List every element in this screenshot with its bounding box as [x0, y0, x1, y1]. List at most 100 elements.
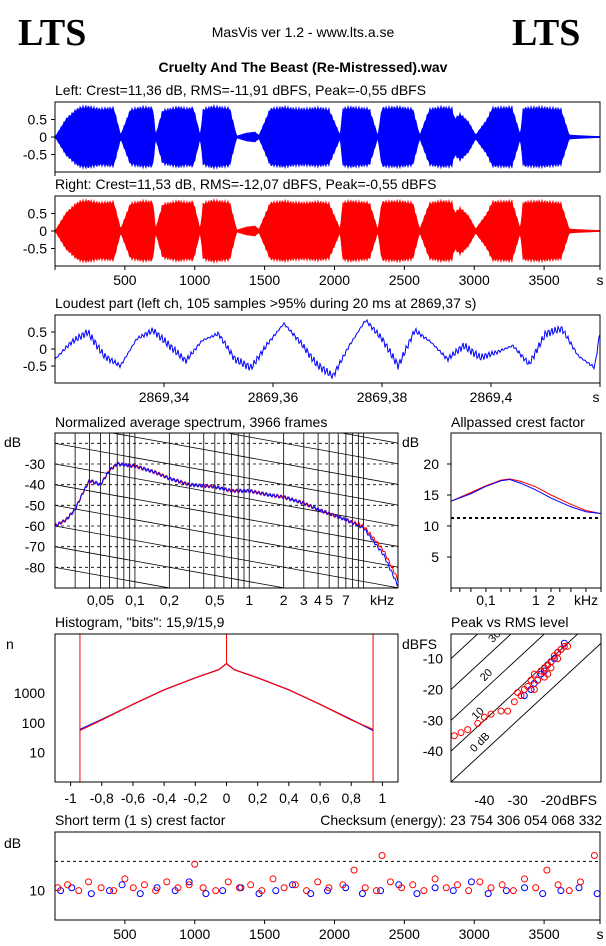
short-term-crest-ytick-label: 10: [29, 883, 45, 899]
peak-rms-title: Peak vs RMS level: [451, 614, 568, 630]
short-term-crest-point: [453, 881, 461, 889]
peak-rms-crest-label: 40: [495, 590, 512, 607]
short-term-crest-panel: Short term (1 s) crest factor Checksum (…: [4, 812, 602, 851]
short-term-crest-point: [118, 881, 126, 889]
short-term-crest-point: [521, 875, 529, 883]
short-term-crest-point: [557, 887, 565, 895]
short-term-crest-point: [106, 887, 113, 895]
short-term-crest-point: [358, 890, 366, 898]
peak-rms-ylabel: dBFS: [402, 636, 437, 652]
histogram-panel: Histogram, "bits": 15,9/15,9 n: [6, 614, 225, 652]
spectrum-xtick-label: 0,1: [125, 592, 145, 608]
peak-rms-point: [564, 642, 572, 650]
loudest-part-xtick-label: 2869,36: [248, 389, 299, 405]
short-term-crest-point: [467, 878, 475, 886]
spectrum-ytick-label: -80: [25, 559, 45, 575]
right-waveform-xtick-label: s: [597, 272, 604, 288]
histogram-ylabel: n: [6, 636, 14, 652]
peak-rms-frame: [450, 633, 602, 783]
loudest-part-ytick-label: -0.5: [23, 358, 47, 374]
spectrum-xtick-label: 3: [300, 592, 308, 608]
spectrum-xtick-label: 2: [280, 592, 288, 608]
short-term-crest-point: [498, 881, 506, 889]
right-waveform-xtick-label: 1500: [249, 272, 280, 288]
histogram-curve: [79, 662, 374, 732]
allpassed-crest-ytick-label: 20: [423, 456, 439, 472]
short-term-crest-point: [140, 881, 148, 889]
right-waveform-panel: Right: Crest=11,53 dB, RMS=-12,07 dBFS, …: [55, 176, 436, 192]
short-term-crest-point: [409, 881, 417, 889]
short-term-crest-point: [68, 884, 76, 892]
short-term-crest-point: [431, 884, 439, 892]
peak-rms-point: [547, 664, 555, 672]
spectrum-xtick-label: 5: [325, 592, 333, 608]
short-term-crest-point: [378, 851, 386, 859]
peak-rms-point: [517, 692, 525, 700]
peak-rms-crest-line: [451, 642, 601, 782]
short-term-crest-point: [590, 851, 598, 859]
short-term-crest-point: [484, 890, 492, 898]
spectrum-ytick-label: -60: [25, 518, 45, 534]
short-term-crest-point: [136, 890, 144, 898]
short-term-crest-xtick-label: s: [597, 926, 604, 942]
loudest-part-xtick-label: 2869,38: [357, 389, 408, 405]
short-term-crest-point: [339, 881, 347, 889]
short-term-crest-point: [212, 887, 220, 895]
short-term-crest-point: [185, 878, 193, 886]
peak-rms-ytick-label: -10: [423, 651, 443, 667]
short-term-crest-point: [539, 890, 547, 898]
short-term-crest-point: [85, 878, 93, 886]
short-term-crest-point: [449, 887, 457, 895]
spectrum-curve: [55, 461, 398, 582]
histogram-xtick-label: 1: [379, 790, 387, 806]
short-term-crest-point: [350, 866, 358, 874]
short-term-crest-point: [202, 890, 210, 898]
histogram-xtick-label: 0: [223, 790, 231, 806]
histogram-xtick-label: 0,8: [341, 790, 361, 806]
short-term-crest-point: [121, 875, 129, 883]
short-term-crest-point: [129, 884, 137, 892]
file-title: Cruelty And The Beast (Re-Mistressed).wa…: [159, 59, 448, 75]
spectrum-slope-line: [55, 546, 287, 588]
spectrum-slope-line: [55, 442, 398, 506]
histogram-title: Histogram, "bits": 15,9/15,9: [55, 614, 225, 630]
short-term-crest-point: [291, 881, 299, 889]
histogram-xtick-label: -1: [64, 790, 77, 806]
allpassed-crest-ytick-label: 15: [423, 487, 439, 503]
peak-rms-ytick-label: -40: [423, 743, 443, 759]
short-term-crest-point: [465, 887, 473, 895]
spectrum-ylabel: dB: [4, 434, 21, 450]
peak-rms-panel: Peak vs RMS level dBFS dBFS: [402, 614, 597, 808]
short-term-crest-point: [575, 884, 583, 892]
short-term-crest-point: [372, 887, 380, 895]
peak-rms-xtick-label: -40: [474, 792, 494, 808]
peak-rms-point: [510, 698, 518, 706]
allpassed-crest-xtick-label: 2: [547, 592, 555, 608]
peak-rms-xlabel: dBFS: [562, 792, 597, 808]
left-waveform-title: Left: Crest=11,36 dB, RMS=-11,91 dBFS, P…: [55, 82, 426, 98]
short-term-crest-point: [487, 884, 495, 892]
peak-rms-point: [530, 670, 538, 678]
histogram-xtick-label: 0,2: [248, 790, 268, 806]
short-term-crest-point: [247, 881, 255, 889]
short-term-crest-point: [398, 884, 406, 892]
short-term-crest-point: [235, 884, 243, 892]
peak-rms-xtick-label: -20: [541, 792, 561, 808]
right-waveform-ytick-label: -0.5: [23, 241, 47, 257]
short-term-crest-point: [289, 881, 297, 889]
short-term-crest-xtick-label: 2000: [319, 926, 350, 942]
peak-rms-crest-line: [451, 634, 545, 721]
left-waveform-ytick-label: -0.5: [23, 147, 47, 163]
right-waveform-xtick-label: 2500: [389, 272, 420, 288]
short-term-crest-point: [509, 887, 517, 895]
short-term-crest-point: [386, 878, 394, 886]
spectrum-slope-line: [224, 433, 398, 465]
peak-rms-point: [451, 732, 458, 740]
allpassed-crest-panel: Allpassed crest factor dB kHz: [402, 414, 598, 608]
short-term-crest-xtick-label: 1500: [249, 926, 280, 942]
short-term-crest-point: [199, 884, 207, 892]
short-term-crest-point: [272, 887, 280, 895]
allpassed-crest-curve: [450, 478, 602, 515]
short-term-crest-title: Short term (1 s) crest factor: [55, 812, 226, 828]
